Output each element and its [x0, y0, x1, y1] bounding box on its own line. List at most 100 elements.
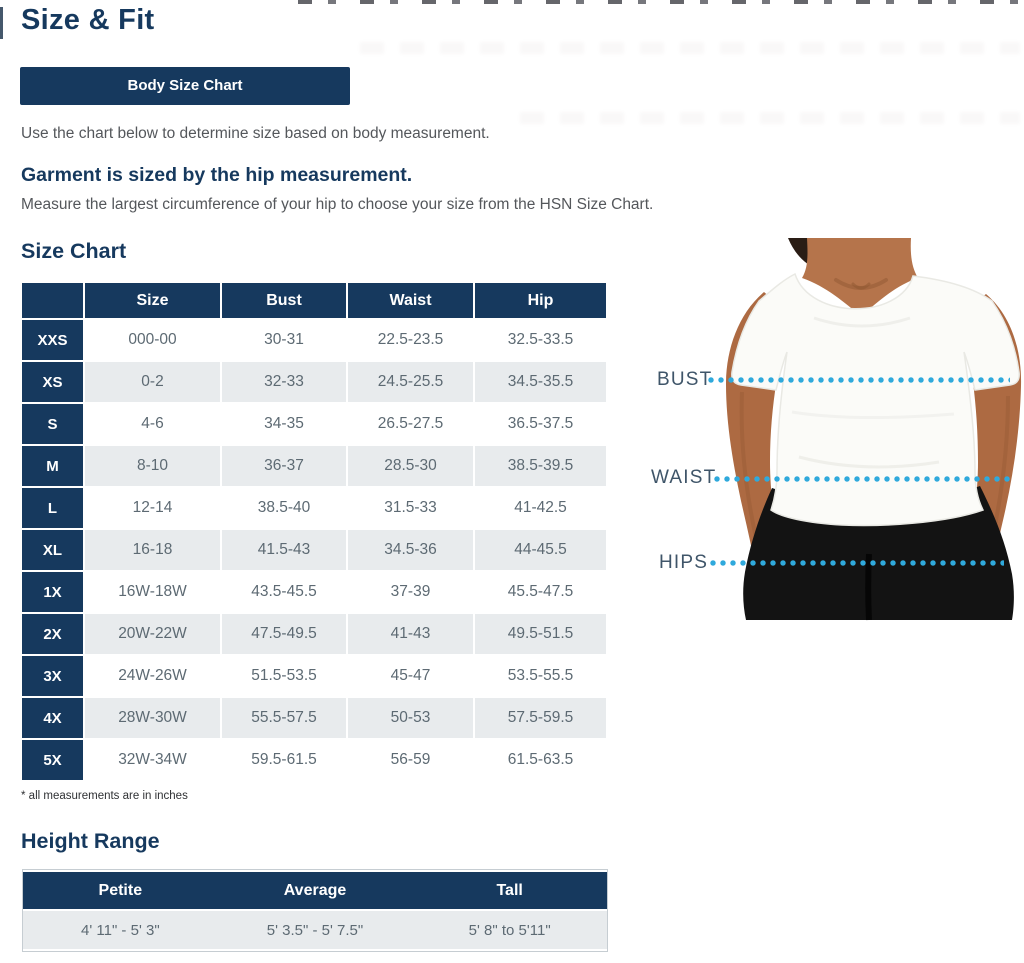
size-cell: 32W-34W	[85, 740, 220, 780]
column-header-hip: Hip	[475, 283, 606, 318]
table-row: XXS 000-00 30-31 22.5-23.5 32.5-33.5	[22, 320, 606, 360]
hips-label: HIPS	[659, 552, 709, 573]
garment-sizing-heading: Garment is sized by the hip measurement.	[21, 164, 413, 186]
column-header-size: Size	[85, 283, 220, 318]
size-cell: 000-00	[85, 320, 220, 360]
row-label: XS	[22, 362, 83, 402]
size-cell: 45.5-47.5	[475, 572, 606, 612]
table-row: 1X 16W-18W 43.5-45.5 37-39 45.5-47.5	[22, 572, 606, 612]
row-label: M	[22, 446, 83, 486]
size-cell: 37-39	[348, 572, 473, 612]
row-label: S	[22, 404, 83, 444]
size-cell: 4-6	[85, 404, 220, 444]
size-cell: 26.5-27.5	[348, 404, 473, 444]
size-cell: 44-45.5	[475, 530, 606, 570]
size-cell: 16W-18W	[85, 572, 220, 612]
average-range: 5' 3.5" - 5' 7.5"	[217, 911, 413, 949]
size-cell: 28.5-30	[348, 446, 473, 486]
size-cell: 8-10	[85, 446, 220, 486]
size-cell: 12-14	[85, 488, 220, 528]
row-label: XL	[22, 530, 83, 570]
bust-label: BUST	[657, 369, 713, 390]
table-row: 2X 20W-22W 47.5-49.5 41-43 49.5-51.5	[22, 614, 606, 654]
height-table-header-row: Petite Average Tall	[23, 872, 607, 909]
size-cell: 36-37	[222, 446, 346, 486]
height-table-value-row: 4' 11" - 5' 3" 5' 3.5" - 5' 7.5" 5' 8" t…	[23, 911, 607, 949]
size-cell: 41.5-43	[222, 530, 346, 570]
body-size-chart-button[interactable]: Body Size Chart	[20, 67, 350, 105]
measurement-figure	[624, 222, 1024, 622]
size-cell: 31.5-33	[348, 488, 473, 528]
screenshot-artifact	[298, 0, 1024, 4]
size-cell: 49.5-51.5	[475, 614, 606, 654]
size-cell: 32.5-33.5	[475, 320, 606, 360]
table-row: 5X 32W-34W 59.5-61.5 56-59 61.5-63.5	[22, 740, 606, 780]
table-row: 3X 24W-26W 51.5-53.5 45-47 53.5-55.5	[22, 656, 606, 696]
row-label: 2X	[22, 614, 83, 654]
waist-dotted-line	[714, 476, 1010, 482]
size-cell: 41-42.5	[475, 488, 606, 528]
petite-range: 4' 11" - 5' 3"	[23, 911, 218, 949]
size-cell: 38.5-39.5	[475, 446, 606, 486]
column-header-bust: Bust	[222, 283, 346, 318]
table-row: L 12-14 38.5-40 31.5-33 41-42.5	[22, 488, 606, 528]
size-cell: 28W-30W	[85, 698, 220, 738]
size-cell: 50-53	[348, 698, 473, 738]
size-cell: 53.5-55.5	[475, 656, 606, 696]
screenshot-artifact	[360, 42, 1020, 54]
table-row: 4X 28W-30W 55.5-57.5 50-53 57.5-59.5	[22, 698, 606, 738]
size-cell: 45-47	[348, 656, 473, 696]
size-cell: 57.5-59.5	[475, 698, 606, 738]
column-header-waist: Waist	[348, 283, 473, 318]
size-cell: 47.5-49.5	[222, 614, 346, 654]
column-header-tall: Tall	[412, 872, 607, 909]
height-range-table: Petite Average Tall 4' 11" - 5' 3" 5' 3.…	[22, 869, 608, 952]
row-label: 4X	[22, 698, 83, 738]
garment-sizing-subtext: Measure the largest circumference of you…	[21, 196, 654, 213]
height-range-heading: Height Range	[21, 829, 160, 853]
waist-label: WAIST	[651, 467, 717, 488]
size-cell: 30-31	[222, 320, 346, 360]
table-row: XL 16-18 41.5-43 34.5-36 44-45.5	[22, 530, 606, 570]
size-cell: 34.5-35.5	[475, 362, 606, 402]
size-cell: 61.5-63.5	[475, 740, 606, 780]
size-cell: 56-59	[348, 740, 473, 780]
size-cell: 0-2	[85, 362, 220, 402]
size-cell: 59.5-61.5	[222, 740, 346, 780]
intro-text: Use the chart below to determine size ba…	[21, 125, 490, 142]
size-chart-heading: Size Chart	[21, 239, 127, 263]
size-cell: 34-35	[222, 404, 346, 444]
size-chart-table: Size Bust Waist Hip XXS 000-00 30-31 22.5-2…	[20, 281, 608, 782]
size-cell: 43.5-45.5	[222, 572, 346, 612]
bust-dotted-line	[708, 377, 1010, 383]
size-cell: 24W-26W	[85, 656, 220, 696]
screenshot-artifact	[0, 7, 3, 39]
size-table-header-row: Size Bust Waist Hip	[22, 283, 606, 318]
corner-cell	[22, 283, 83, 318]
row-label: L	[22, 488, 83, 528]
size-cell: 24.5-25.5	[348, 362, 473, 402]
column-header-average: Average	[217, 872, 413, 909]
size-cell: 36.5-37.5	[475, 404, 606, 444]
column-header-petite: Petite	[23, 872, 218, 909]
size-cell: 51.5-53.5	[222, 656, 346, 696]
size-table-body: XXS 000-00 30-31 22.5-23.5 32.5-33.5 XS 0-2 32-…	[22, 320, 606, 780]
row-label: 5X	[22, 740, 83, 780]
page-title: Size & Fit	[21, 4, 155, 36]
measurements-footnote: * all measurements are in inches	[21, 790, 188, 802]
table-row: S 4-6 34-35 26.5-27.5 36.5-37.5	[22, 404, 606, 444]
table-row: M 8-10 36-37 28.5-30 38.5-39.5	[22, 446, 606, 486]
row-label: 3X	[22, 656, 83, 696]
tall-range: 5' 8" to 5'11"	[412, 911, 607, 949]
size-cell: 38.5-40	[222, 488, 346, 528]
size-cell: 16-18	[85, 530, 220, 570]
size-cell: 20W-22W	[85, 614, 220, 654]
size-cell: 22.5-23.5	[348, 320, 473, 360]
size-cell: 41-43	[348, 614, 473, 654]
model-photo	[726, 238, 1022, 621]
size-cell: 32-33	[222, 362, 346, 402]
size-cell: 55.5-57.5	[222, 698, 346, 738]
table-row: XS 0-2 32-33 24.5-25.5 34.5-35.5	[22, 362, 606, 402]
hips-dotted-line	[710, 560, 1004, 566]
screenshot-artifact	[520, 112, 1020, 124]
